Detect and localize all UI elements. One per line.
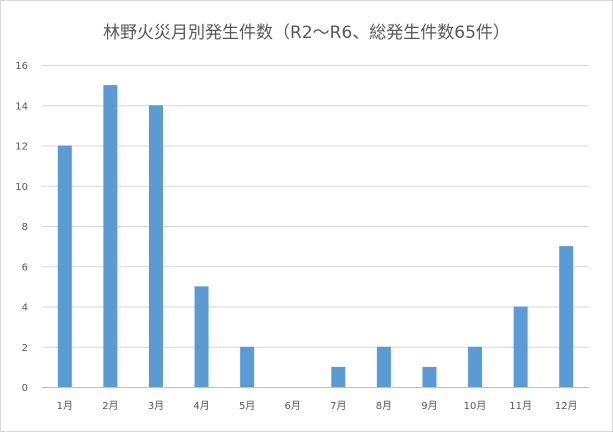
bar [376, 346, 391, 387]
y-tick-label: 16 [15, 61, 28, 72]
y-tick-label: 2 [22, 343, 28, 354]
x-tick-label: 11月 [509, 400, 532, 412]
bar [468, 346, 483, 387]
y-tick-label: 12 [15, 142, 28, 153]
y-tick-label: 0 [22, 383, 28, 394]
chart-title: 林野火災月別発生件数（R2～R6、総発生件数65件） [103, 23, 510, 43]
bar [513, 306, 528, 387]
x-tick-label: 4月 [193, 400, 209, 412]
x-tick-label: 10月 [464, 400, 487, 412]
bar [103, 85, 118, 387]
y-tick-label: 8 [22, 222, 28, 233]
x-tick-label: 2月 [102, 400, 118, 412]
bar [194, 286, 209, 387]
bar [240, 346, 255, 387]
x-tick-label: 8月 [376, 400, 392, 412]
y-tick-label: 14 [15, 101, 28, 112]
x-tick-label: 9月 [421, 400, 437, 412]
bar [559, 246, 574, 387]
x-tick-label: 6月 [285, 400, 301, 412]
x-tick-label: 7月 [330, 400, 346, 412]
bar [331, 366, 346, 387]
bar [57, 145, 72, 387]
x-tick-label: 12月 [555, 400, 578, 412]
y-tick-label: 6 [22, 262, 28, 273]
bar [148, 105, 163, 387]
x-tick-label: 5月 [239, 400, 255, 412]
y-tick-label: 4 [22, 303, 28, 314]
x-tick-label: 3月 [148, 400, 164, 412]
x-tick-label: 1月 [57, 400, 73, 412]
y-tick-label: 10 [15, 182, 28, 193]
bar [422, 366, 437, 387]
